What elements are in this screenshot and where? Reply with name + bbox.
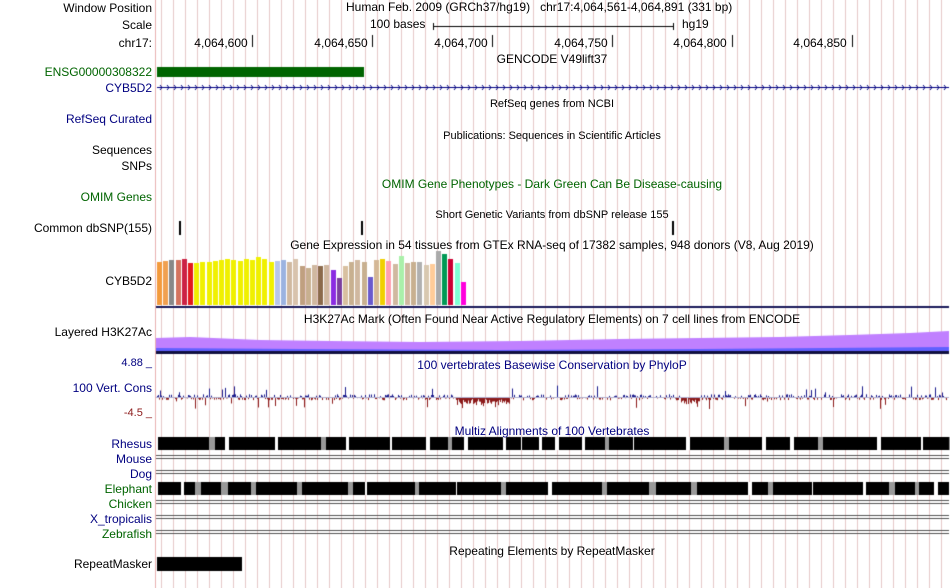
sequences-label[interactable]: Sequences xyxy=(91,143,152,157)
ruler-tick-label: 4,064,750 xyxy=(554,36,608,50)
window-position-label: Window Position xyxy=(63,1,152,15)
ruler-tick-label: 4,064,800 xyxy=(673,36,727,50)
snps-label[interactable]: SNPs xyxy=(121,159,152,173)
multiz-track-title[interactable]: Multiz Alignments of 100 Vertebrates xyxy=(454,424,650,438)
elephant-label[interactable]: Elephant xyxy=(104,482,152,496)
refseq-track-title[interactable]: RefSeq genes from NCBI xyxy=(489,98,615,110)
phylop-track-title[interactable]: 100 vertebrates Basewise Conservation by… xyxy=(417,358,687,372)
omim-genes-label[interactable]: OMIM Genes xyxy=(80,190,152,204)
refseq-curated-label[interactable]: RefSeq Curated xyxy=(65,112,152,126)
layered-h3k27ac-label[interactable]: Layered H3K27Ac xyxy=(54,325,152,339)
publications-track-title[interactable]: Publications: Sequences in Scientific Ar… xyxy=(443,130,661,142)
ruler-tick-label: 4,064,850 xyxy=(793,36,847,50)
repeatmasker-label[interactable]: RepeatMasker xyxy=(73,557,152,571)
dbsnp-track-title[interactable]: Short Genetic Variants from dbSNP releas… xyxy=(435,209,669,221)
ruler-tick-label: 4,064,600 xyxy=(194,36,248,50)
scale-text: 100 bases xyxy=(370,17,426,31)
gtex-track-title[interactable]: Gene Expression in 54 tissues from GTEx … xyxy=(290,238,814,252)
position-range: chr17:4,064,561-4,064,891 (331 bp) xyxy=(540,0,733,14)
gencode-track-title[interactable]: GENCODE V49lift37 xyxy=(496,52,608,66)
h3k27ac-track-title[interactable]: H3K27Ac Mark (Often Found Near Active Re… xyxy=(303,312,801,326)
cyb5d2-gencode-label[interactable]: CYB5D2 xyxy=(105,81,152,95)
omim-track-title[interactable]: OMIM Gene Phenotypes - Dark Green Can Be… xyxy=(381,177,723,191)
dog-label[interactable]: Dog xyxy=(129,467,152,481)
scale-label: Scale xyxy=(121,18,152,32)
phylop-label[interactable]: 100 Vert. Cons xyxy=(72,381,152,395)
phylop-min-label: -4.5 _ xyxy=(123,407,152,419)
x-tropicalis-label[interactable]: X_tropicalis xyxy=(89,512,152,526)
ruler-tick-label: 4,064,700 xyxy=(434,36,488,50)
common-dbsnp-label[interactable]: Common dbSNP(155) xyxy=(33,221,152,235)
zebrafish-label[interactable]: Zebrafish xyxy=(101,527,152,541)
chicken-label[interactable]: Chicken xyxy=(108,497,152,511)
repeatmasker-track-title[interactable]: Repeating Elements by RepeatMasker xyxy=(449,544,655,558)
rhesus-label[interactable]: Rhesus xyxy=(111,437,152,451)
ensg-gene-label[interactable]: ENSG00000308322 xyxy=(44,65,152,79)
assembly-name: Human Feb. 2009 (GRCh37/hg19) xyxy=(346,0,531,14)
chrom-label: chr17: xyxy=(118,36,152,50)
assembly-title: Human Feb. 2009 (GRCh37/hg19) chr17:4,06… xyxy=(346,0,732,14)
ruler-tick-label: 4,064,650 xyxy=(314,36,368,50)
phylop-max-label: 4.88 _ xyxy=(121,357,152,369)
mouse-label[interactable]: Mouse xyxy=(115,452,152,466)
gtex-gene-label[interactable]: CYB5D2 xyxy=(105,274,152,288)
scale-db: hg19 xyxy=(682,17,709,31)
